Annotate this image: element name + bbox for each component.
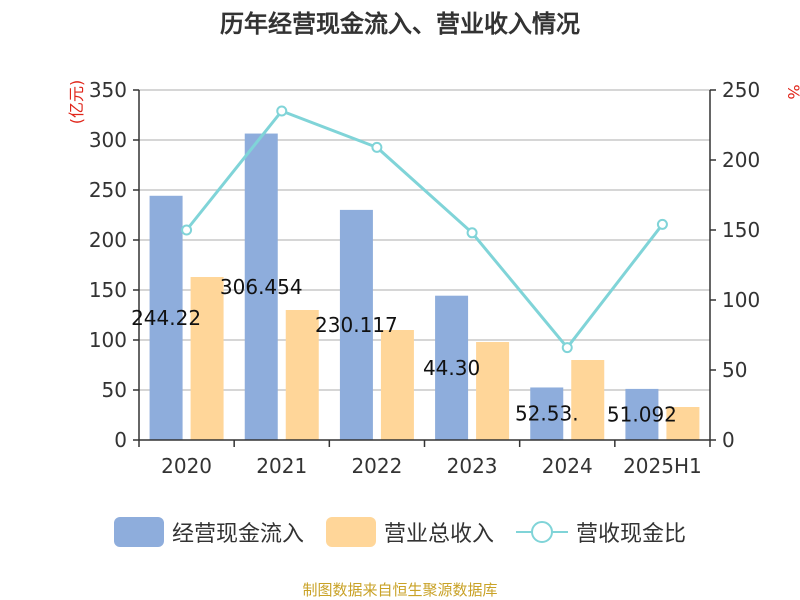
right-axis-tick-label: 0: [722, 428, 735, 452]
bar-cash-inflow: [435, 295, 469, 440]
x-axis-tick-label: 2023: [447, 454, 498, 478]
ratio-point: [466, 227, 478, 239]
left-axis-unit: (亿元): [67, 80, 86, 125]
left-axis-tick-label: 250: [89, 178, 127, 202]
ratio-point: [561, 342, 573, 354]
grid-lines: [139, 89, 710, 391]
x-axis-tick-label: 2020: [161, 454, 212, 478]
right-axis-tick-label: 100: [722, 288, 760, 312]
chart-title: 历年经营现金流入、营业收入情况: [220, 10, 580, 38]
right-axis-tick-label: 150: [722, 218, 760, 242]
legend-label-revenue: 营业总收入: [383, 522, 494, 547]
left-axis-tick-label: 350: [89, 78, 127, 102]
x-axis-tick-label: 2022: [351, 454, 402, 478]
source-note: 制图数据来自恒生聚源数据库: [302, 581, 498, 599]
bar-cash-inflow: [530, 387, 564, 440]
bar-revenue: [190, 277, 224, 440]
bar-revenue: [380, 330, 414, 440]
right-axis-tick-label: 50: [722, 358, 747, 382]
legend-label-ratio: 营收现金比: [576, 522, 687, 547]
bar-value-label: 230.117: [315, 313, 398, 337]
ratio-line-path: [185, 109, 664, 351]
legend: 经营现金流入 营业总收入 营收现金比: [0, 516, 800, 548]
bar-value-label: 244.22: [131, 306, 201, 330]
right-axis-tick-label: 250: [722, 78, 760, 102]
legend-item-cash-inflow[interactable]: 经营现金流入: [113, 516, 304, 548]
bar-cash-inflow: [244, 133, 278, 440]
right-axis-unit: %: [784, 84, 800, 99]
axes: 0 50 100 150 200 250 300 350 0 50 100 150 200 250 2020…: [67, 78, 800, 478]
bar-value-label: 306.454: [220, 275, 303, 299]
x-axis-tick-label: 2024: [542, 454, 593, 478]
bar-revenue: [666, 407, 700, 440]
left-axis-tick-label: 200: [89, 228, 127, 252]
bar-value-label: 51.092: [607, 402, 677, 426]
ratio-line: [181, 105, 668, 354]
legend-item-revenue[interactable]: 营业总收入: [325, 516, 494, 548]
bars: [149, 133, 700, 440]
legend-label-cash-inflow: 经营现金流入: [171, 522, 304, 547]
bar-revenue: [285, 310, 319, 440]
data-labels: 244.22 306.454 230.117 44.30 52.53. 51.092: [131, 275, 677, 427]
x-axis-tick-label: 2021: [256, 454, 307, 478]
bar-cash-inflow: [339, 209, 373, 440]
ratio-point: [371, 141, 383, 153]
bar-cash-inflow: [149, 195, 183, 440]
left-axis-tick-label: 50: [102, 378, 127, 402]
left-axis-tick-label: 300: [89, 128, 127, 152]
legend-swatch-cash-inflow: [113, 517, 164, 547]
legend-swatch-revenue: [325, 517, 376, 547]
x-axis-tick-label: 2025H1: [623, 454, 702, 478]
ratio-point: [276, 105, 288, 117]
bar-revenue: [476, 342, 510, 440]
bar-cash-inflow: [625, 388, 659, 440]
left-axis-tick-label: 0: [114, 428, 127, 452]
ratio-point: [656, 218, 668, 230]
right-axis-tick-label: 200: [722, 148, 760, 172]
bar-value-label: 44.30: [423, 356, 480, 380]
legend-swatch-ratio: [516, 517, 568, 547]
left-axis-tick-label: 100: [89, 328, 127, 352]
bar-value-label: 52.53.: [515, 402, 579, 426]
legend-item-ratio[interactable]: 营收现金比: [516, 516, 686, 548]
ratio-point: [181, 224, 193, 236]
bar-revenue: [571, 360, 605, 440]
left-axis-tick-label: 150: [89, 278, 127, 302]
